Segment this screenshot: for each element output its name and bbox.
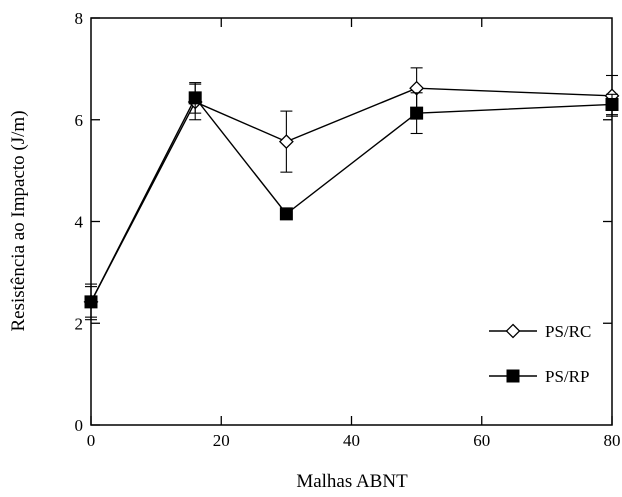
series-line [90, 96, 613, 303]
x-tick-label: 40 [343, 431, 360, 450]
data-point [188, 91, 202, 105]
data-point [410, 106, 424, 120]
y-tick-label: 8 [75, 9, 84, 28]
legend-entry: PS/RC [489, 322, 591, 341]
y-axis-ticks: 0 2 4 6 8 [75, 9, 612, 435]
series-line [90, 87, 613, 303]
legend-marker [505, 323, 521, 339]
plot-frame [90, 17, 613, 426]
y-tick-label: 6 [75, 111, 84, 130]
legend-label: PS/RP [545, 367, 589, 386]
y-tick-label: 4 [75, 213, 84, 232]
y-axis-label: Resistência ao Impacto (J/m) [8, 110, 29, 331]
y-tick-label: 2 [75, 314, 84, 333]
x-tick-label: 20 [213, 431, 230, 450]
legend-entry: PS/RP [489, 367, 589, 386]
data-point [278, 134, 294, 150]
series-1 [84, 82, 619, 318]
x-axis-label: Malhas ABNT [296, 471, 408, 492]
x-tick-label: 60 [473, 431, 490, 450]
x-tick-label: 80 [604, 431, 621, 450]
y-tick-label: 0 [75, 416, 84, 435]
legend-marker [506, 369, 520, 383]
series-0 [83, 67, 620, 321]
legend: PS/RC PS/RP [489, 322, 591, 386]
x-axis-ticks: 0 20 40 60 80 [87, 18, 621, 450]
legend-label: PS/RC [545, 322, 591, 341]
series-layer [83, 67, 620, 321]
data-point [84, 295, 98, 309]
data-point [605, 97, 619, 111]
x-tick-label: 0 [87, 431, 96, 450]
data-point [279, 207, 293, 221]
